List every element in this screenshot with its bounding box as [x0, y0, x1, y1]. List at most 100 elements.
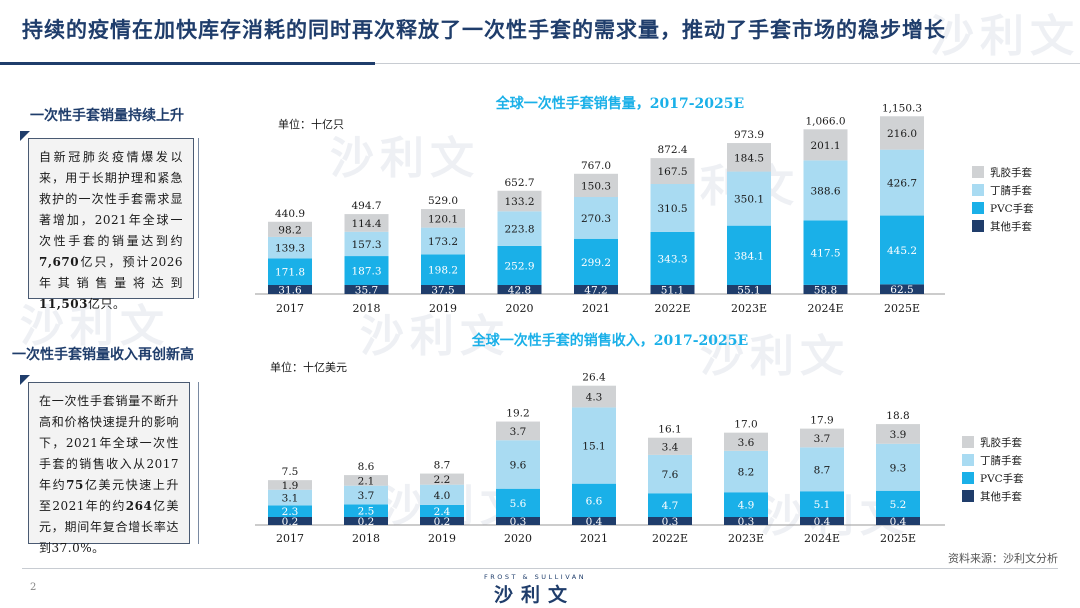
legend-label: 乳胶手套 [990, 166, 1032, 179]
watermark: 沙利文 [360, 311, 510, 362]
bar-segment [724, 450, 768, 493]
legend-swatch [962, 454, 974, 466]
category-tick-label: 2018 [352, 532, 380, 545]
bar-segment [803, 284, 848, 294]
bar-segment [650, 231, 695, 285]
data-label: 384.1 [734, 250, 764, 262]
data-label: 201.1 [810, 140, 840, 152]
bar-segment [572, 517, 616, 525]
data-label: 5.6 [510, 498, 527, 510]
data-label: 299.2 [581, 257, 611, 269]
bar-segment [344, 285, 389, 294]
section1-text-part: 自新冠肺炎疫情爆发以来，用于长期护理和紧急救护的一次性手套需求显著增加，2021… [39, 150, 183, 248]
bar-segment [497, 190, 542, 212]
bar-segment [724, 492, 768, 517]
bar-segment [574, 285, 618, 294]
bar-segment [268, 285, 312, 294]
legend-swatch [972, 202, 984, 214]
data-label: 0.3 [738, 516, 755, 528]
bar-segment [574, 173, 618, 198]
data-label: 350.1 [734, 194, 764, 206]
category-tick-label: 2019 [429, 302, 457, 315]
source-note: 资料来源：沙利文分析 [948, 552, 1058, 565]
chart-unit-label: 单位：十亿只 [278, 117, 344, 131]
legend-label: PVC手套 [980, 472, 1024, 485]
data-label: 310.5 [657, 203, 687, 215]
data-label: 51.1 [661, 285, 684, 297]
category-tick-label: 2017 [276, 532, 304, 545]
bar-segment [420, 517, 464, 525]
category-tick-label: 2020 [504, 532, 532, 545]
data-label: 343.3 [657, 253, 687, 265]
data-label: 31.6 [278, 285, 302, 297]
data-label: 3.7 [814, 433, 831, 445]
data-label: 37.5 [431, 285, 454, 297]
category-tick-label: 2025E [880, 532, 916, 545]
data-label: 133.2 [504, 196, 534, 208]
logo-chinese: 沙利文 [494, 584, 576, 606]
bar-segment [800, 491, 844, 517]
category-tick-label: 2023E [728, 532, 764, 545]
logo-wordmark: FROST & SULLIVAN [484, 573, 587, 581]
data-label: 2.1 [358, 475, 375, 487]
bar-segment [421, 209, 465, 228]
legend-swatch [972, 220, 984, 232]
data-label: 173.2 [428, 236, 458, 248]
data-label: 167.5 [657, 166, 687, 178]
data-label: 3.1 [282, 493, 299, 505]
bar-segment [268, 258, 312, 285]
total-label: 1,066.0 [805, 115, 845, 127]
bar-segment [572, 483, 616, 517]
data-label: 8.2 [738, 467, 755, 479]
total-label: 8.6 [358, 461, 375, 473]
data-label: 216.0 [887, 128, 917, 140]
bar-segment [800, 428, 844, 448]
data-label: 0.2 [282, 516, 299, 528]
bar-segment [268, 221, 312, 237]
bar-segment [648, 493, 692, 517]
bar-segment [727, 171, 771, 226]
category-tick-label: 2025E [884, 302, 920, 315]
category-tick-label: 2022E [654, 302, 690, 315]
bar-segment [880, 149, 924, 216]
data-label: 388.6 [810, 185, 840, 197]
bar-segment [496, 421, 540, 441]
bar-segment [876, 517, 920, 525]
bar-segment [268, 489, 312, 506]
bar-segment [650, 285, 695, 294]
data-label: 98.2 [278, 224, 301, 236]
section2-heading: 一次性手套销量收入再创新高 [12, 347, 194, 363]
data-label: 3.6 [738, 437, 755, 449]
total-label: 973.9 [734, 129, 764, 141]
section2-text-part: 亿美元，期间年复合增长率达到37.0%。 [39, 499, 179, 555]
data-label: 120.1 [428, 213, 458, 225]
legend-swatch [962, 436, 974, 448]
category-tick-label: 2019 [428, 532, 456, 545]
total-label: 1,150.3 [882, 102, 922, 114]
category-tick-label: 2024E [807, 302, 843, 315]
section2-text-part: 亿美元快速上升至2021年的约 [39, 478, 179, 513]
category-tick-label: 2018 [353, 302, 381, 315]
data-label: 42.8 [508, 285, 531, 297]
watermark: 沙利文 [20, 301, 170, 352]
bar-segment [496, 440, 540, 489]
section2-text-part: 在一次性手套销量不断升高和价格快速提升的影响下，2021年全球一次性手套的销售收… [39, 394, 179, 492]
data-label: 187.3 [351, 266, 381, 278]
data-label: 0.2 [358, 516, 375, 528]
section2-bold-value: 75 [66, 478, 84, 492]
bar-segment [268, 236, 312, 259]
bar-segment [724, 432, 768, 451]
section1-text-box: 自新冠肺炎疫情爆发以来，用于长期护理和紧急救护的一次性手套需求显著增加，2021… [28, 138, 194, 311]
section2-text-box: 在一次性手套销量不断升高和价格快速提升的影响下，2021年全球一次性手套的销售收… [28, 382, 190, 555]
data-label: 184.5 [734, 152, 764, 164]
data-label: 47.2 [584, 285, 607, 297]
title-rule-light [375, 63, 1080, 64]
footer-rule [22, 568, 1058, 569]
total-label: 17.0 [734, 419, 757, 431]
total-label: 19.2 [506, 408, 529, 420]
box-side-line [198, 138, 199, 298]
bar-segment [574, 238, 618, 285]
bar-segment [268, 480, 312, 490]
bar-segment [876, 443, 920, 491]
